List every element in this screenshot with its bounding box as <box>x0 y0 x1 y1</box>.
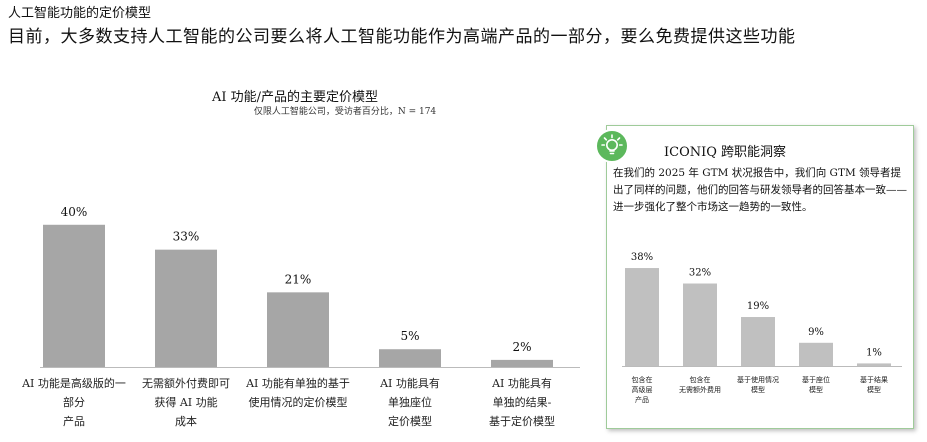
category-label: AI 功能是高级版的一 <box>21 376 126 390</box>
main-chart: AI 功能/产品的主要定价模型 仅限人工智能公司，受访者百分比，N = 174 … <box>0 80 590 442</box>
category-label: 模型 <box>809 385 823 394</box>
category-label: AI 功能具有 <box>379 376 440 390</box>
data-label: 32% <box>689 268 711 279</box>
category-label: AI 功能具有 <box>491 376 552 390</box>
insight-chart-plot: 38%包含在高级层产品32%包含在无需额外费用19%基于使用情况模型9%基于座位… <box>622 252 902 404</box>
category-label: AI 功能有单独的基于 <box>245 376 350 390</box>
category-label: 高级层 <box>632 385 653 394</box>
chart-subtitle: 仅限人工智能公司，受访者百分比，N = 174 <box>253 107 437 117</box>
category-label: 无需额外付费即可 <box>142 377 230 390</box>
category-label: 基于结果 <box>860 375 888 384</box>
category-label: 获得 AI 功能 <box>154 395 217 409</box>
insight-text: 在我们的 2025 年 GTM 状况报告中，我们向 GTM 领导者提出了同样的问… <box>613 167 907 213</box>
category-label: 单独座位 <box>388 395 432 409</box>
data-label: 21% <box>285 272 312 286</box>
category-label: 模型 <box>751 385 765 394</box>
page-kicker: 人工智能功能的定价模型 <box>8 6 152 21</box>
category-label: 模型 <box>867 385 881 394</box>
insight-title: ICONIQ 跨职能洞察 <box>664 145 787 160</box>
category-label: 包含在 <box>690 375 711 384</box>
data-label: 2% <box>512 340 531 354</box>
category-label: 产品 <box>635 395 649 404</box>
data-label: 19% <box>747 301 769 312</box>
category-label: 产品 <box>63 414 85 428</box>
bar <box>155 249 217 367</box>
data-label: 40% <box>61 205 88 219</box>
category-label: 部分 <box>63 395 85 409</box>
category-label: 包含在 <box>632 375 653 384</box>
bar <box>683 283 717 366</box>
bar <box>741 317 775 366</box>
category-label: 基于定价模型 <box>489 414 555 428</box>
bar <box>799 342 833 366</box>
category-label: 基于使用情况 <box>737 375 779 384</box>
bar <box>625 268 659 366</box>
bar <box>43 224 105 367</box>
bar <box>267 292 329 367</box>
bar <box>379 349 441 367</box>
category-label: 成本 <box>175 414 197 428</box>
category-label: 单独的结果- <box>493 395 552 409</box>
category-label: 无需额外费用 <box>679 385 721 394</box>
data-label: 5% <box>400 329 419 343</box>
data-label: 1% <box>866 347 882 358</box>
category-label: 使用情况的定价模型 <box>249 395 348 409</box>
category-label: 定价模型 <box>388 414 432 428</box>
insight-box: 38% 包含在 高级层 产品 32% 包含在 无需额外费用 19% 基于使用情况 模型 9% 基于座位… <box>606 125 914 429</box>
page-title: 目前，大多数支持人工智能的公司要么将人工智能功能作为高端产品的一部分，要么免费提… <box>8 27 796 47</box>
data-label: 9% <box>808 327 824 338</box>
lightbulb-icon <box>595 129 629 163</box>
data-label: 38% <box>631 252 653 263</box>
bar <box>491 359 553 367</box>
chart-title: AI 功能/产品的主要定价模型 <box>211 90 379 105</box>
data-label: 33% <box>173 230 200 244</box>
category-label: 基于座位 <box>802 375 830 384</box>
bar <box>857 363 891 366</box>
